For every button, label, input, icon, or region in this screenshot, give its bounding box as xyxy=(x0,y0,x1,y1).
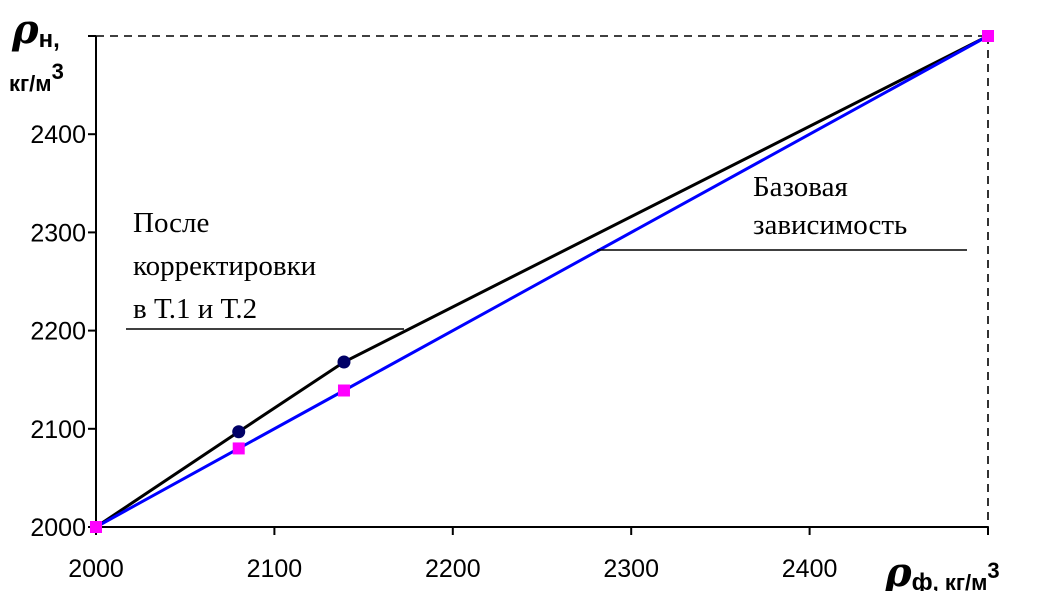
y-axis-unit-sup: 3 xyxy=(52,59,64,84)
y-axis-symbol: ρ xyxy=(11,6,39,53)
x-tick-label: 2400 xyxy=(782,555,838,583)
series-point-corrected xyxy=(337,355,351,369)
y-axis-ticks: 2000 2100 2200 2300 2400 xyxy=(30,35,96,542)
x-tick-label: 2200 xyxy=(425,555,481,583)
annotation-corrected-line1: После xyxy=(133,207,209,239)
series-line-0 xyxy=(95,34,989,529)
y-axis-label-line2: кг/м3 xyxy=(9,59,64,96)
y-axis-label-line1: ρн, xyxy=(11,6,60,53)
series-point-base xyxy=(232,442,245,455)
y-tick-label: 2300 xyxy=(30,219,86,247)
x-axis-unit: , кг/м xyxy=(933,570,988,591)
y-axis-subscript: н xyxy=(39,26,54,53)
x-tick-label: 2100 xyxy=(247,555,303,583)
plot-frame xyxy=(95,35,989,528)
x-tick-label: 2000 xyxy=(68,555,124,583)
series-point-base xyxy=(982,30,994,42)
annotation-corrected-line3: в Т.1 и Т.2 xyxy=(133,293,257,325)
annotation-corrected-line2: корректировки xyxy=(133,250,316,282)
series-point-base xyxy=(337,384,350,397)
series-layer xyxy=(90,30,994,533)
y-axis-unit: кг/м xyxy=(9,71,52,96)
y-tick-label: 2200 xyxy=(30,318,86,346)
x-axis-subscript: ф xyxy=(912,569,933,591)
series-point-corrected xyxy=(232,425,246,439)
x-axis-unit-sup: 3 xyxy=(987,558,999,583)
y-tick-label: 2400 xyxy=(30,121,86,149)
series-point-base xyxy=(90,521,102,533)
annotation-base-line1: Базовая xyxy=(753,171,848,203)
x-tick-label: 2300 xyxy=(603,555,659,583)
series-line-1 xyxy=(95,34,989,529)
y-axis-comma: , xyxy=(53,26,60,53)
annotation-base-line2: зависимость xyxy=(753,209,907,241)
x-axis-symbol: ρ xyxy=(884,549,912,591)
y-tick-label: 2100 xyxy=(30,416,86,444)
annotation-leaders xyxy=(126,249,967,330)
x-axis-label: ρф, кг/м3 xyxy=(884,549,1000,591)
x-axis-ticks: 2000 2100 2200 2300 2400 xyxy=(68,527,989,583)
y-tick-label: 2000 xyxy=(30,514,86,542)
